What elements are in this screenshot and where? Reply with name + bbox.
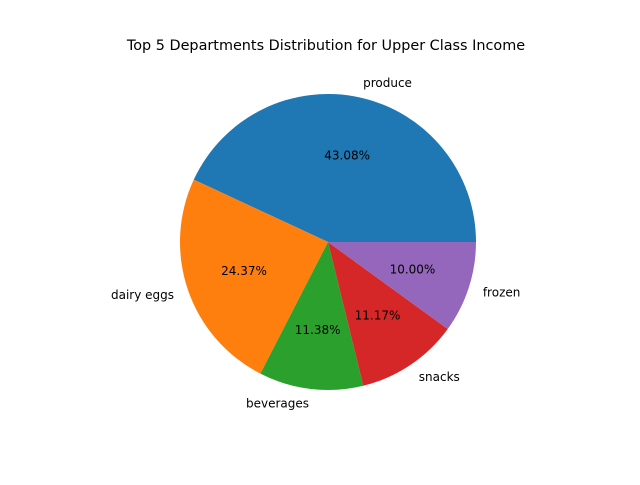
pie-slice-beverages (260, 242, 364, 390)
slice-percent-beverages: 11.38% (295, 323, 341, 337)
pie-slice-produce (193, 93, 477, 242)
slice-percent-snacks: 11.17% (355, 309, 401, 323)
slice-label-dairy-eggs: dairy eggs (111, 288, 174, 302)
chart-title: Top 5 Departments Distribution for Upper… (126, 38, 525, 54)
pie-slice-frozen (328, 242, 476, 329)
slice-label-beverages: beverages (246, 397, 309, 411)
slice-label-snacks: snacks (419, 370, 460, 384)
slice-percent-produce: 43.08% (324, 148, 370, 162)
slice-label-produce: produce (363, 76, 412, 90)
slice-percent-labels: 43.08% 24.37% 11.38% 11.17% 10.00% (221, 148, 435, 337)
pie-slices (180, 93, 477, 390)
slice-percent-dairy-eggs: 24.37% (221, 264, 267, 278)
slice-percent-frozen: 10.00% (390, 262, 436, 276)
pie-slice-dairy-eggs (180, 179, 328, 374)
pie-slice-snacks (328, 242, 448, 386)
slice-label-frozen: frozen (483, 285, 521, 299)
slice-labels: produce dairy eggs beverages snacks frozen (111, 76, 520, 411)
